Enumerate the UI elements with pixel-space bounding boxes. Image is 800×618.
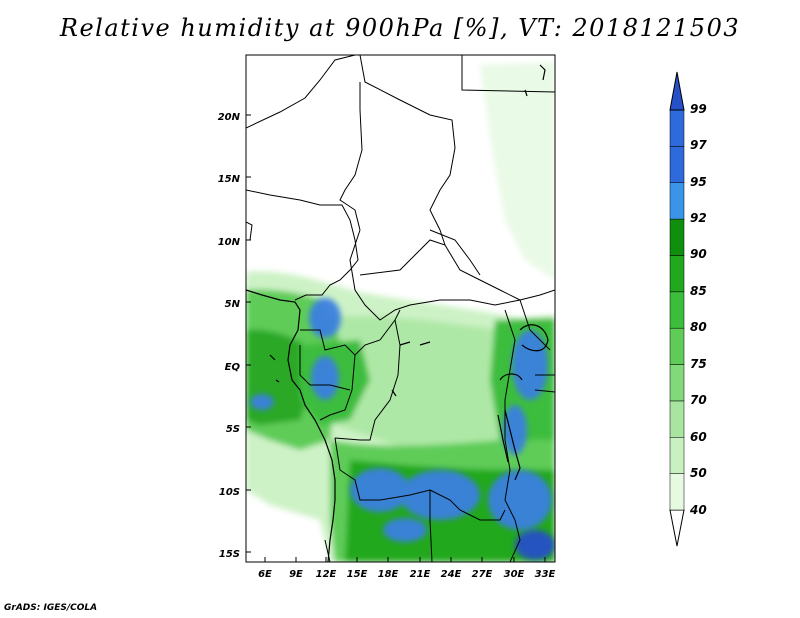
colorbar-label-70: 70 bbox=[690, 393, 707, 407]
wet-core-tanganyika bbox=[503, 405, 527, 455]
axis-ticks bbox=[246, 114, 546, 562]
coastlines-and-lakes bbox=[246, 64, 549, 562]
lat-axis: 20N 15N 10N 5N EQ 5S 10S 15S bbox=[218, 112, 241, 560]
colorbar-label-80: 80 bbox=[690, 320, 707, 334]
wet-core-south-1 bbox=[350, 468, 410, 512]
humidity-pale-region-northeast bbox=[480, 62, 555, 280]
colorbar-swatch bbox=[669, 400, 685, 438]
wet-core-cameroon bbox=[309, 298, 341, 338]
lon-label-21e: 21E bbox=[410, 569, 431, 580]
colorbar-swatch bbox=[669, 109, 685, 147]
colorbar-arrow-high bbox=[669, 71, 685, 111]
lon-label-15e: 15E bbox=[347, 569, 368, 580]
colorbar-label-90: 90 bbox=[690, 247, 707, 261]
lon-label-27e: 27E bbox=[472, 569, 493, 580]
colorbar-swatch bbox=[669, 327, 685, 365]
colorbar-swatch bbox=[669, 182, 685, 220]
wet-core-southeast bbox=[515, 530, 555, 560]
country-boundaries bbox=[246, 55, 555, 562]
lat-label-20n: 20N bbox=[218, 112, 241, 123]
colorbar-swatch bbox=[669, 437, 685, 474]
map-frame bbox=[245, 54, 556, 563]
lat-label-eq: EQ bbox=[225, 362, 241, 373]
colorbar-swatch bbox=[669, 364, 685, 402]
lon-label-12e: 12E bbox=[316, 569, 337, 580]
wet-core-coast bbox=[250, 394, 274, 410]
lon-label-33e: 33E bbox=[535, 569, 556, 580]
colorbar-label-50: 50 bbox=[690, 466, 707, 480]
colorbar-label-92: 92 bbox=[690, 211, 707, 225]
colorbar-swatch bbox=[669, 255, 685, 293]
wet-core-south-4 bbox=[383, 518, 427, 542]
colorbar-swatch bbox=[669, 146, 685, 183]
lon-label-9e: 9E bbox=[289, 569, 303, 580]
lon-axis: 6E 9E 12E 15E 18E 21E 24E 27E 30E 33E bbox=[258, 569, 555, 580]
colorbar-label-40: 40 bbox=[689, 503, 707, 517]
lon-label-30e: 30E bbox=[504, 569, 525, 580]
colorbar bbox=[669, 71, 685, 547]
colorbar-label-85: 85 bbox=[690, 284, 707, 298]
grads-credit: GrADS: IGES/COLA bbox=[4, 603, 98, 613]
colorbar-labels: 40 50 60 70 75 80 85 90 92 95 97 99 bbox=[689, 102, 707, 517]
colorbar-label-75: 75 bbox=[690, 357, 707, 371]
colorbar-label-97: 97 bbox=[690, 138, 707, 152]
colorbar-label-99: 99 bbox=[690, 102, 707, 116]
lat-label-10n: 10N bbox=[218, 237, 241, 248]
map-title: Relative humidity at 900hPa [%], VT: 201… bbox=[59, 14, 741, 42]
colorbar-label-60: 60 bbox=[690, 430, 707, 444]
colorbar-swatch bbox=[669, 291, 685, 329]
lat-label-15s: 15S bbox=[219, 549, 240, 560]
lon-label-6e: 6E bbox=[258, 569, 272, 580]
lon-label-24e: 24E bbox=[441, 569, 462, 580]
wet-core-south-3 bbox=[488, 470, 552, 530]
lon-label-18e: 18E bbox=[378, 569, 399, 580]
lat-label-5n: 5N bbox=[225, 299, 241, 310]
lat-label-10s: 10S bbox=[219, 487, 240, 498]
colorbar-swatch bbox=[669, 473, 685, 511]
lat-label-5s: 5S bbox=[226, 424, 240, 435]
lat-label-15n: 15N bbox=[218, 174, 241, 185]
wet-core-gabon bbox=[311, 356, 339, 400]
colorbar-swatch bbox=[669, 218, 685, 256]
wet-core-east-lakes bbox=[512, 330, 548, 400]
colorbar-label-95: 95 bbox=[690, 175, 707, 189]
colorbar-arrow-low bbox=[669, 509, 685, 547]
